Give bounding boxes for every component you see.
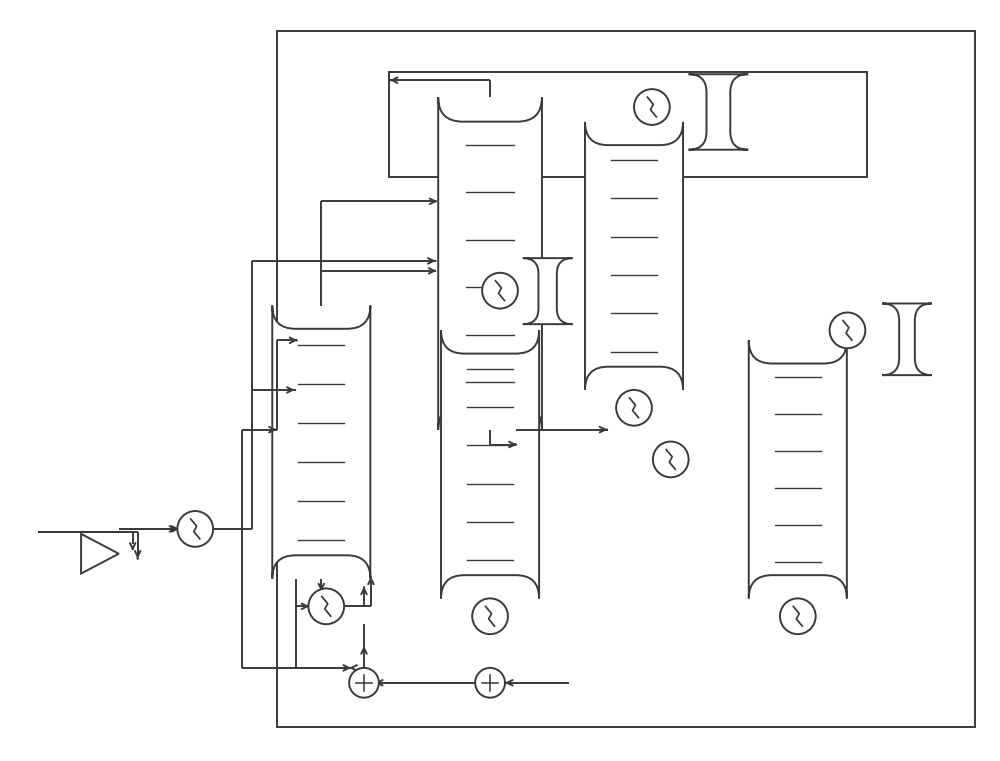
- Circle shape: [830, 313, 865, 349]
- Circle shape: [780, 598, 816, 634]
- Polygon shape: [81, 534, 119, 574]
- Circle shape: [634, 89, 670, 125]
- Circle shape: [472, 598, 508, 634]
- Circle shape: [653, 441, 689, 477]
- Circle shape: [482, 272, 518, 308]
- FancyBboxPatch shape: [585, 122, 683, 390]
- FancyBboxPatch shape: [441, 330, 539, 598]
- Circle shape: [308, 588, 344, 624]
- FancyBboxPatch shape: [523, 258, 572, 324]
- FancyBboxPatch shape: [438, 97, 542, 430]
- FancyBboxPatch shape: [749, 340, 847, 598]
- Circle shape: [177, 511, 213, 546]
- Circle shape: [616, 390, 652, 425]
- FancyBboxPatch shape: [882, 304, 932, 375]
- Circle shape: [349, 668, 379, 698]
- FancyBboxPatch shape: [689, 75, 748, 150]
- Bar: [277, 30, 975, 728]
- Circle shape: [475, 668, 505, 698]
- Bar: [389, 72, 867, 177]
- FancyBboxPatch shape: [272, 306, 370, 578]
